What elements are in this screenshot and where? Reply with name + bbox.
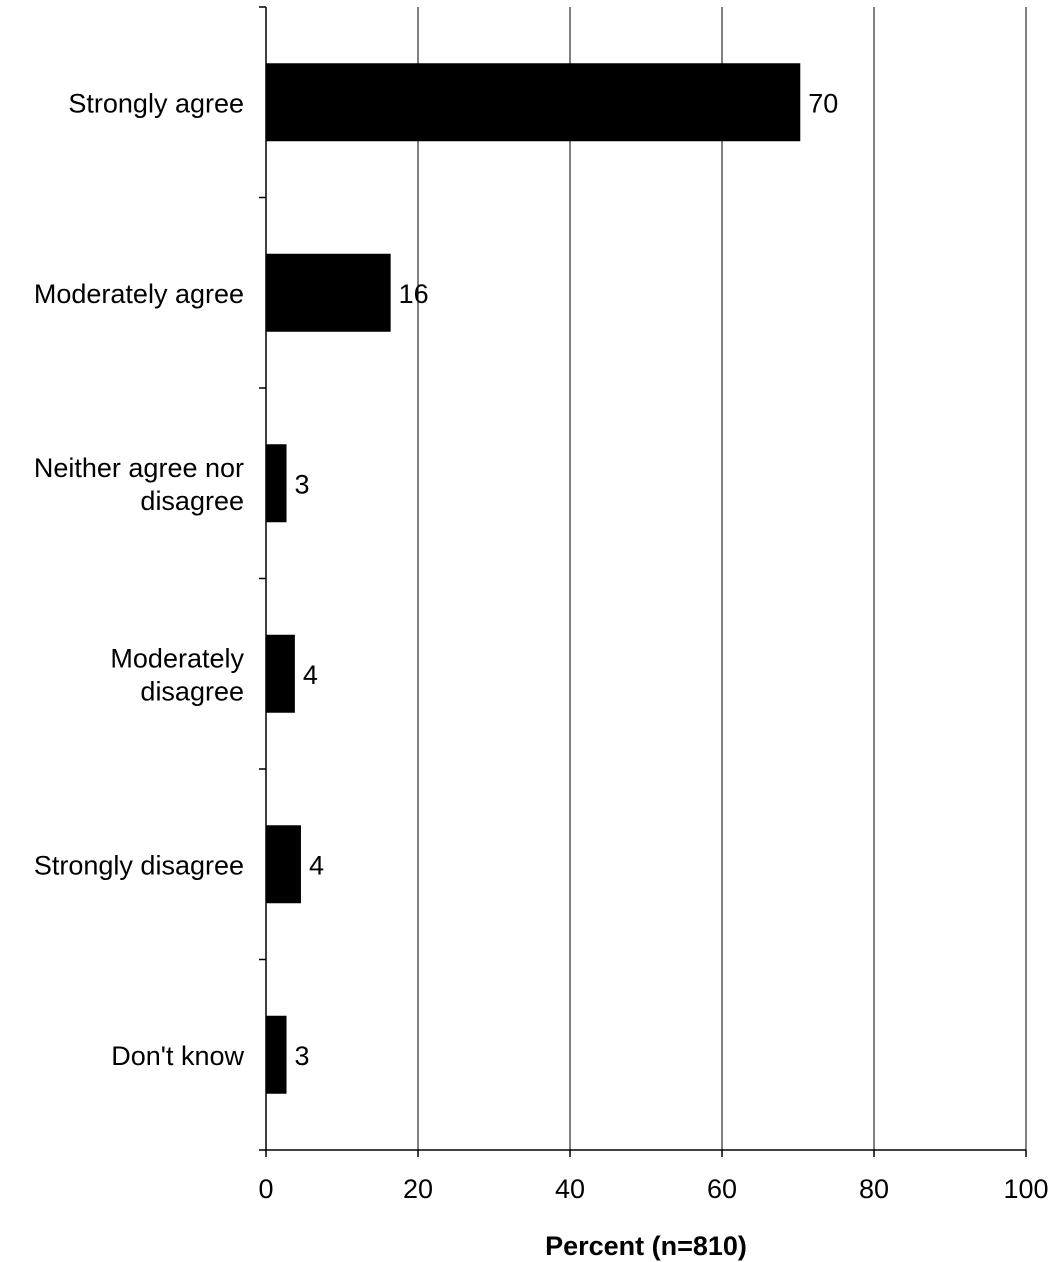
bar — [266, 1015, 287, 1094]
category-label: Moderately agree — [34, 279, 244, 309]
category-label-line: Strongly agree — [68, 88, 244, 118]
category-label: Neither agree nor disagree — [34, 453, 244, 516]
category-label-line: Moderately agree — [34, 279, 244, 309]
category-label: Strongly disagree — [34, 850, 244, 880]
data-label: 16 — [399, 279, 429, 309]
category-labels: Strongly agree Moderately agree Neither ag… — [34, 88, 245, 1071]
category-label-line: Strongly disagree — [34, 850, 244, 880]
category-label: Don't know — [111, 1041, 244, 1071]
x-tick-label: 60 — [707, 1174, 737, 1204]
category-label-line: disagree — [140, 676, 244, 706]
category-label-line: Don't know — [111, 1041, 244, 1071]
bar — [266, 253, 391, 332]
bars — [266, 63, 801, 1094]
x-tick-label: 40 — [555, 1174, 585, 1204]
bar — [266, 63, 801, 142]
data-label: 3 — [295, 1041, 310, 1071]
x-tick-label: 20 — [403, 1174, 433, 1204]
category-label: Moderately disagree — [110, 643, 244, 706]
data-labels: 70 16 3 4 4 3 — [295, 88, 839, 1071]
category-label: Strongly agree — [68, 88, 244, 118]
x-tick-label: 100 — [1003, 1174, 1048, 1204]
category-label-line: Neither agree nor — [34, 453, 244, 483]
x-axis-title: Percent (n=810) — [545, 1231, 747, 1261]
category-label-line: disagree — [140, 486, 244, 516]
x-tick-label: 80 — [859, 1174, 889, 1204]
axes — [259, 6, 1027, 1157]
bar — [266, 634, 295, 713]
x-tick-label: 0 — [258, 1174, 273, 1204]
bar — [266, 444, 287, 523]
category-label-line: Moderately — [110, 643, 244, 673]
data-label: 70 — [808, 88, 838, 118]
bar — [266, 825, 301, 904]
x-tick-labels: 0 20 40 60 80 100 — [258, 1174, 1048, 1204]
gridlines — [417, 7, 1027, 1150]
data-label: 4 — [309, 850, 324, 880]
data-label: 4 — [303, 660, 318, 690]
data-label: 3 — [295, 469, 310, 499]
